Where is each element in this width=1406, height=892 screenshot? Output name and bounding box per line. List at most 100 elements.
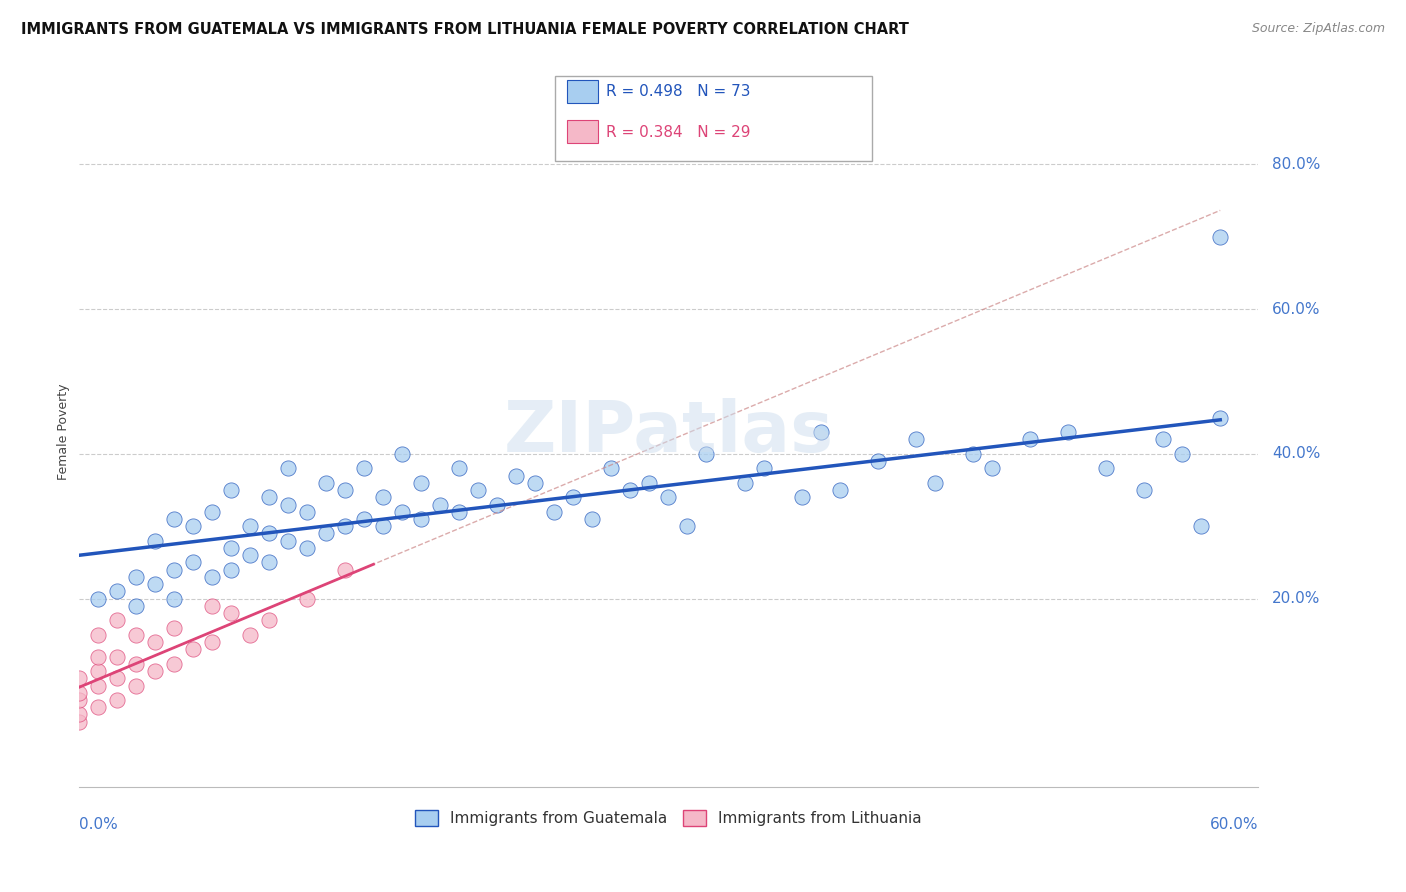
Point <box>239 548 262 562</box>
Point <box>657 491 679 505</box>
Point <box>163 621 186 635</box>
Y-axis label: Female Poverty: Female Poverty <box>58 384 70 481</box>
Point <box>1133 483 1156 497</box>
Point <box>67 671 90 685</box>
Point <box>1152 433 1174 447</box>
Point <box>124 657 146 671</box>
Text: 40.0%: 40.0% <box>1272 446 1320 461</box>
Point <box>734 475 756 490</box>
Point <box>219 483 242 497</box>
Point <box>695 447 717 461</box>
Text: 20.0%: 20.0% <box>1272 591 1320 607</box>
Point <box>333 519 356 533</box>
Point <box>371 491 394 505</box>
Point <box>371 519 394 533</box>
Point <box>449 505 471 519</box>
Point <box>449 461 471 475</box>
Point <box>1019 433 1042 447</box>
Point <box>163 591 186 606</box>
Point <box>239 519 262 533</box>
Point <box>105 613 128 627</box>
Point <box>143 577 166 591</box>
Point <box>105 584 128 599</box>
Point <box>67 693 90 707</box>
Point <box>1095 461 1118 475</box>
Text: R = 0.498   N = 73: R = 0.498 N = 73 <box>606 85 751 99</box>
Point <box>315 475 337 490</box>
Point <box>143 635 166 649</box>
Point <box>315 526 337 541</box>
Point <box>1209 410 1232 425</box>
Point <box>143 533 166 548</box>
Point <box>752 461 775 475</box>
Point <box>181 519 204 533</box>
Point <box>201 505 224 519</box>
Point <box>257 613 280 627</box>
Point <box>391 447 413 461</box>
Point <box>277 533 299 548</box>
Point <box>124 599 146 613</box>
Point <box>333 483 356 497</box>
Point <box>124 570 146 584</box>
Text: R = 0.384   N = 29: R = 0.384 N = 29 <box>606 125 751 139</box>
Point <box>676 519 699 533</box>
Point <box>105 671 128 685</box>
Point <box>962 447 984 461</box>
Point <box>124 678 146 692</box>
Point <box>277 498 299 512</box>
Text: Source: ZipAtlas.com: Source: ZipAtlas.com <box>1251 22 1385 36</box>
Point <box>409 512 432 526</box>
Point <box>219 541 242 555</box>
Point <box>295 505 318 519</box>
Point <box>1209 229 1232 244</box>
Point <box>980 461 1002 475</box>
Point <box>353 512 375 526</box>
Text: 80.0%: 80.0% <box>1272 157 1320 172</box>
Point <box>181 642 204 657</box>
Point <box>219 606 242 620</box>
Point <box>124 628 146 642</box>
Point <box>163 563 186 577</box>
Text: 60.0%: 60.0% <box>1272 301 1320 317</box>
Point <box>277 461 299 475</box>
Point <box>219 563 242 577</box>
Point <box>810 425 832 439</box>
Point <box>638 475 661 490</box>
Point <box>409 475 432 490</box>
Point <box>163 512 186 526</box>
Point <box>619 483 641 497</box>
Point <box>429 498 451 512</box>
Point <box>467 483 489 497</box>
Point <box>67 714 90 729</box>
Point <box>866 454 889 468</box>
Point <box>581 512 603 526</box>
Point <box>67 686 90 700</box>
Text: 0.0%: 0.0% <box>79 817 117 832</box>
Point <box>86 628 108 642</box>
Point <box>828 483 851 497</box>
Text: IMMIGRANTS FROM GUATEMALA VS IMMIGRANTS FROM LITHUANIA FEMALE POVERTY CORRELATIO: IMMIGRANTS FROM GUATEMALA VS IMMIGRANTS … <box>21 22 908 37</box>
Point <box>257 526 280 541</box>
Point <box>391 505 413 519</box>
Point <box>486 498 509 512</box>
Point <box>257 491 280 505</box>
Point <box>105 649 128 664</box>
Point <box>790 491 813 505</box>
Point <box>600 461 623 475</box>
Point <box>505 468 527 483</box>
Point <box>924 475 946 490</box>
Point <box>163 657 186 671</box>
Point <box>86 649 108 664</box>
Point <box>295 541 318 555</box>
Point <box>239 628 262 642</box>
Text: 60.0%: 60.0% <box>1209 817 1258 832</box>
Point <box>257 556 280 570</box>
Point <box>562 491 585 505</box>
Point <box>143 664 166 678</box>
Point <box>1189 519 1212 533</box>
Point <box>181 556 204 570</box>
Point <box>904 433 927 447</box>
Point <box>86 678 108 692</box>
Point <box>105 693 128 707</box>
Legend: Immigrants from Guatemala, Immigrants from Lithuania: Immigrants from Guatemala, Immigrants fr… <box>409 805 928 832</box>
